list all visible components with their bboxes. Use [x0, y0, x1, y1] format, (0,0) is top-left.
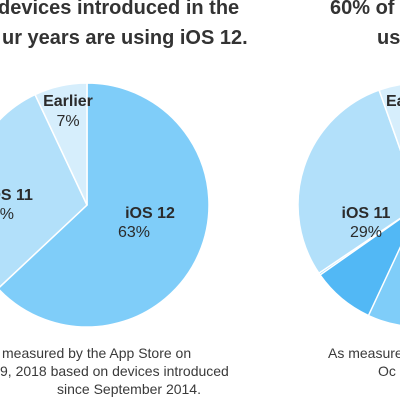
- pie-slice-earlier: [34, 82, 88, 206]
- slice-label-ios11: iOS 11: [342, 205, 391, 222]
- slice-value-earlier: 7%: [56, 113, 79, 130]
- pie-slice-ios12: [0, 82, 210, 328]
- slice-value-ios12: 63%: [118, 224, 150, 241]
- left-footnote-line: measured by the App Store on: [2, 345, 192, 361]
- left-chart-title-line: ur years are using iOS 12.: [2, 27, 248, 49]
- left-footnote-line: since September 2014.: [57, 381, 201, 397]
- right-chart-title-line: us: [377, 27, 400, 49]
- slice-value-ios11: 30%: [0, 206, 14, 223]
- pie-slice-earlier: [378, 83, 400, 152]
- pie-slice-ios11: [0, 93, 88, 288]
- right-chart-title: 60% of us: [330, 0, 400, 53]
- right-footnote-line: Oc: [378, 363, 396, 379]
- left-chart-title-line: devices introduced in the: [0, 0, 240, 19]
- right-footnote-line: As measure: [328, 345, 400, 361]
- left-footnote-line: 9, 2018 based on devices introduced: [0, 363, 229, 379]
- right-chart-title-line: 60% of: [330, 0, 395, 19]
- pie-slice-partial: [319, 218, 400, 317]
- slice-label-ios11: iOS 11: [0, 187, 33, 204]
- slice-value-ios11: 29%: [350, 224, 382, 241]
- slice-label-earlier: Earlier: [43, 93, 93, 110]
- pie-slice-ios11: [297, 89, 400, 275]
- slice-label-earlier: Earlier: [386, 93, 400, 110]
- right-pie-chart: iOS 11 29% Earlier: [297, 83, 400, 327]
- left-chart-footnote: measured by the App Store on 9, 2018 bas…: [0, 344, 229, 398]
- left-pie-chart: iOS 12 63% iOS 11 30% Earlier 7%: [0, 82, 210, 328]
- slice-label-ios12: iOS 12: [125, 205, 175, 222]
- right-chart-footnote: As measure Oc: [328, 344, 400, 380]
- left-chart-title: devices introduced in the ur years are u…: [0, 0, 248, 53]
